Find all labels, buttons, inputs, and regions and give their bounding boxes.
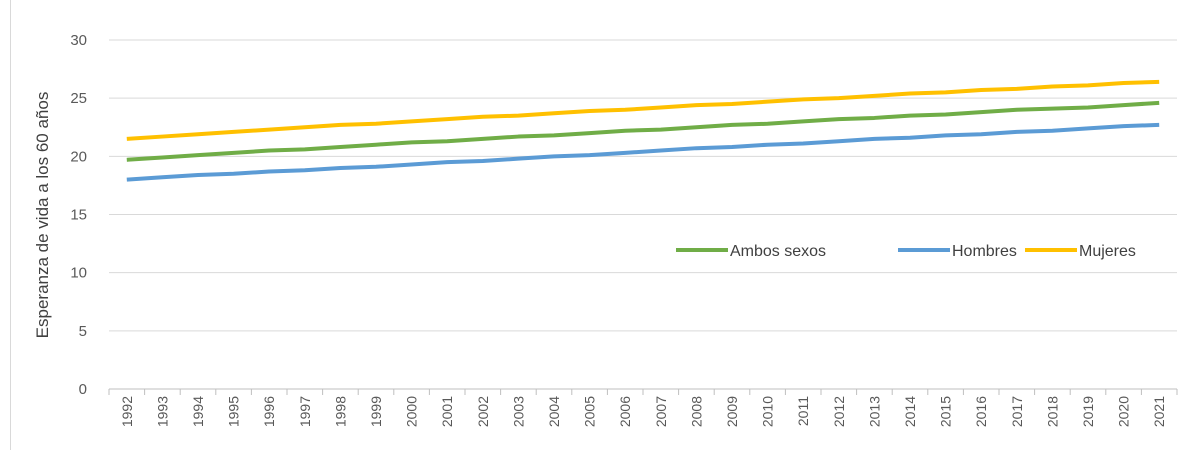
x-tick-label: 1998	[332, 396, 348, 427]
x-tick-label: 2018	[1044, 396, 1060, 427]
x-tick-label: 2002	[475, 396, 491, 427]
x-tick-label: 2006	[617, 396, 633, 427]
x-tick-label: 2009	[724, 396, 740, 427]
series-line-2	[126, 122, 1160, 182]
x-tick-label: 2017	[1009, 396, 1025, 427]
x-tick-label: 1995	[226, 396, 242, 427]
y-tick-label: 20	[70, 148, 87, 165]
x-tick-label: 2021	[1151, 396, 1167, 427]
x-tick-label: 1992	[119, 396, 135, 427]
legend-label-1: Ambos sexos	[730, 243, 826, 260]
y-tick-label: 30	[70, 32, 87, 49]
x-tick-label: 1999	[368, 396, 384, 427]
y-tick-label: 10	[70, 265, 87, 282]
y-tick-label: 25	[70, 90, 87, 107]
x-tick-label: 2016	[973, 396, 989, 427]
x-tick-label: 2012	[831, 396, 847, 427]
x-tick-label: 2000	[404, 396, 420, 427]
x-tick-label: 2019	[1080, 396, 1096, 427]
x-axis-ticks: 1992 1993 1994 1995 1996 1997 1998 1999 2000 2001…	[119, 396, 1167, 427]
x-tick-label: 2005	[582, 396, 598, 427]
x-tick-label: 2015	[938, 396, 954, 427]
series-line-1	[126, 100, 1160, 162]
series-line-3	[126, 79, 1160, 141]
x-tick-label: 2007	[653, 396, 669, 427]
x-tick-label: 2008	[688, 396, 704, 427]
x-axis	[108, 388, 1178, 395]
x-tick-label: 2001	[439, 396, 455, 427]
y-tick-label: 0	[79, 381, 87, 398]
x-tick-label: 1993	[154, 396, 170, 427]
gridlines	[109, 39, 1177, 332]
x-tick-label: 2003	[510, 396, 526, 427]
x-tick-label: 1997	[297, 396, 313, 427]
x-tick-label: 2020	[1116, 396, 1132, 427]
x-tick-label: 2004	[546, 396, 562, 427]
y-axis-ticks: 0 5 10 15 20 25 30	[70, 32, 87, 398]
x-tick-label: 2013	[866, 396, 882, 427]
legend: Ambos sexos Hombres Mujeres	[676, 243, 1136, 260]
legend-label-2: Hombres	[952, 243, 1017, 260]
x-tick-label: 2010	[760, 396, 776, 427]
series-lines	[126, 79, 1160, 182]
legend-label-3: Mujeres	[1079, 243, 1136, 260]
x-tick-label: 2011	[795, 396, 811, 426]
y-tick-label: 5	[79, 323, 87, 340]
x-tick-label: 1996	[261, 396, 277, 427]
x-tick-label: 1994	[190, 396, 206, 427]
y-axis-label: Esperanza de vida a los 60 años	[33, 92, 52, 339]
x-tick-label: 2014	[902, 396, 918, 427]
y-tick-label: 15	[70, 207, 87, 224]
